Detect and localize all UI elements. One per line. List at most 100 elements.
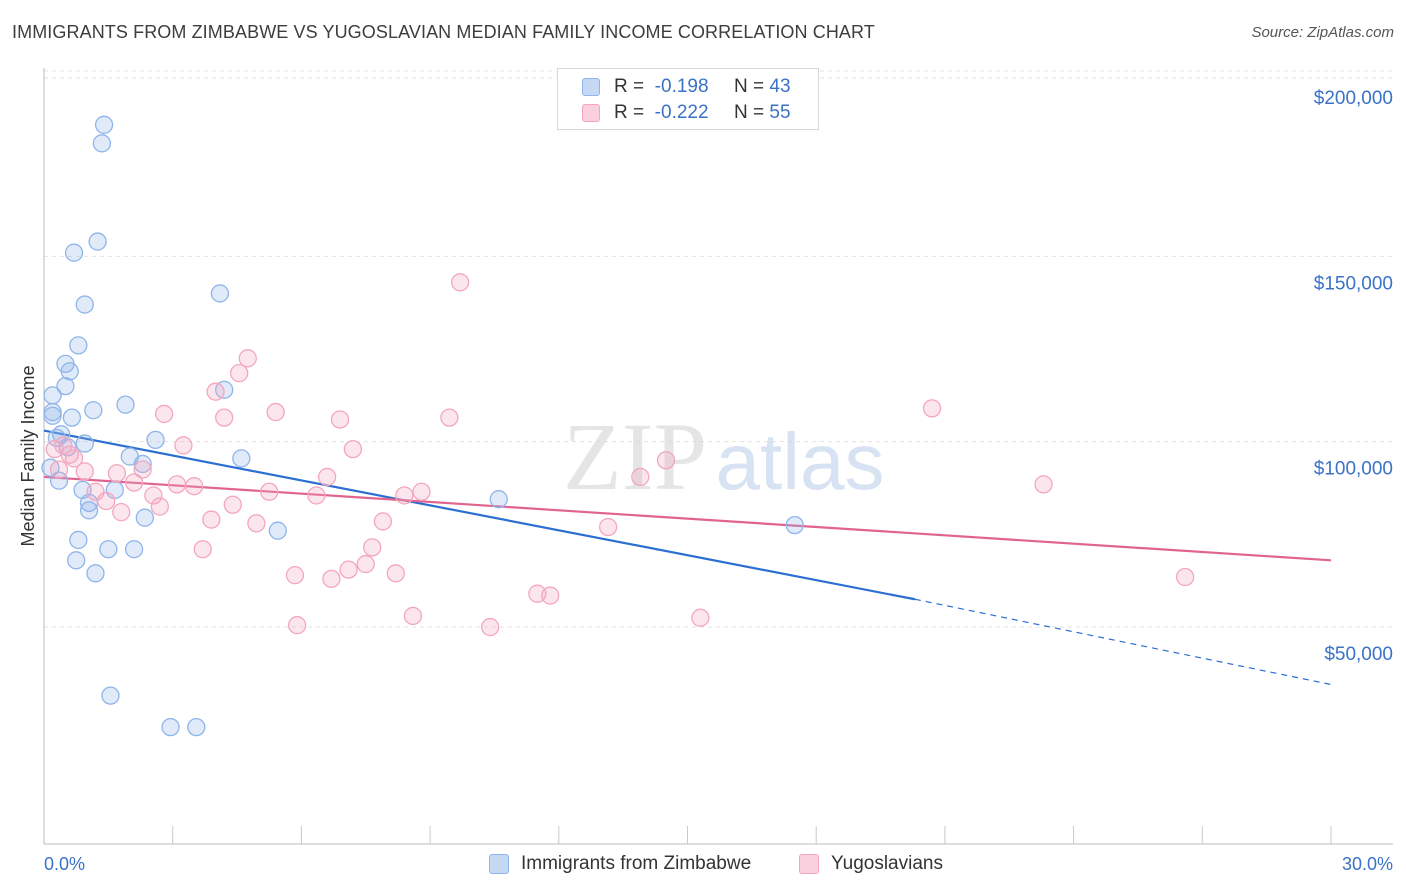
yugoslavian-point [322, 569, 341, 589]
series-legend: Immigrants from Zimbabwe Yugoslavians [0, 852, 1406, 878]
n-label: N = [734, 76, 765, 97]
legend-swatch-yugoslavians [799, 854, 819, 874]
legend-r-yugoslavians: R = -0.222 [614, 102, 709, 124]
yugoslavian-point [440, 408, 459, 427]
yugoslavian-point [238, 349, 257, 368]
n-label: N = [734, 102, 765, 123]
yugoslavian-point [317, 467, 337, 487]
chart-title: IMMIGRANTS FROM ZIMBABWE VS YUGOSLAVIAN … [12, 22, 875, 42]
legend-label-yugoslavians: Yugoslavians [831, 853, 943, 874]
y-tick-label: $100,000 [1314, 459, 1393, 480]
r-label: R = [614, 102, 645, 123]
y-tick-labels: $200,000 $150,000 $100,000 $50,000 [1314, 88, 1393, 665]
r-label: R = [614, 76, 645, 97]
zimbabwe-point [135, 508, 154, 527]
zimbabwe-point [79, 501, 99, 520]
r-value: -0.198 [654, 76, 709, 97]
yugoslavian-point [541, 586, 560, 605]
trend-line-extension-0 [914, 598, 1332, 686]
yugoslavian-point [223, 495, 242, 514]
yugoslavian-point [154, 404, 174, 424]
stats-legend: R = -0.198 N = 43 R = -0.222 N = 55 [557, 68, 819, 130]
data-points [41, 115, 1195, 737]
yugoslavian-point [412, 482, 431, 501]
n-value: 55 [769, 102, 791, 123]
yugoslavian-point [656, 451, 676, 470]
yugoslavian-point [285, 566, 305, 585]
yugoslavian-point [112, 502, 131, 522]
yugoslavian-point [330, 410, 350, 429]
zimbabwe-point [116, 395, 135, 414]
y-tick-label: $200,000 [1314, 88, 1393, 109]
yugoslavian-point [307, 486, 326, 505]
yugoslavian-point [107, 464, 127, 483]
yugoslavian-point [339, 560, 358, 579]
yugoslavian-point [144, 486, 163, 505]
legend-n-yugoslavians: N = 55 [734, 102, 791, 124]
zimbabwe-point [84, 401, 103, 420]
zimbabwe-point [75, 295, 94, 314]
zimbabwe-point [161, 717, 180, 737]
legend-swatch-yugoslavians [582, 104, 600, 122]
yugoslavian-point [97, 491, 116, 511]
zimbabwe-point [187, 717, 206, 737]
trend-line-0 [43, 429, 916, 601]
yugoslavian-point [266, 402, 285, 422]
zimbabwe-point [210, 284, 230, 303]
zimbabwe-point [86, 564, 105, 583]
x-tick-label-max: 30.0% [1342, 854, 1393, 874]
zimbabwe-point [785, 515, 804, 535]
axes [43, 68, 1393, 845]
yugoslavian-point [75, 462, 94, 481]
zimbabwe-point [133, 454, 152, 474]
n-value: 43 [769, 76, 791, 97]
yugoslavian-point [598, 517, 618, 537]
legend-n-zimbabwe: N = 43 [734, 76, 791, 98]
legend-swatch-zimbabwe [582, 78, 600, 96]
zimbabwe-point [56, 376, 75, 396]
yugoslavian-point [1034, 475, 1053, 494]
yugoslavian-point [691, 608, 710, 627]
yugoslavian-point [230, 363, 249, 383]
zimbabwe-point [124, 540, 144, 559]
yugoslavian-point [343, 439, 363, 459]
y-axis-label: Median Family Income [18, 365, 38, 546]
legend-r-zimbabwe: R = -0.198 [614, 76, 709, 98]
yugoslavian-point [395, 486, 414, 505]
x-tick-label-min: 0.0% [44, 854, 85, 874]
zimbabwe-point [268, 521, 287, 540]
yugoslavian-point [202, 510, 221, 529]
yugoslavian-point [260, 482, 279, 501]
yugoslavian-point [133, 460, 152, 479]
zimbabwe-point [43, 386, 62, 405]
yugoslavian-point [631, 467, 650, 487]
zimbabwe-point [62, 408, 82, 427]
yugoslavian-point [287, 616, 307, 635]
yugoslavian-point [150, 497, 169, 516]
zimbabwe-point [88, 232, 107, 251]
yugoslavian-point [49, 460, 69, 479]
r-value: -0.222 [654, 102, 709, 123]
yugoslavian-point [403, 606, 423, 626]
yugoslavian-point [386, 564, 405, 583]
zimbabwe-point [94, 115, 114, 134]
zimbabwe-point [146, 430, 165, 450]
yugoslavian-point [922, 399, 942, 418]
yugoslavian-point [174, 436, 193, 455]
yugoslavian-point [206, 382, 225, 401]
legend-label-zimbabwe: Immigrants from Zimbabwe [521, 853, 752, 874]
yugoslavian-point [124, 473, 144, 492]
yugoslavian-point [356, 554, 375, 574]
zimbabwe-point [489, 490, 508, 509]
zimbabwe-point [75, 434, 94, 453]
y-tick-label: $50,000 [1324, 644, 1393, 665]
yugoslavian-point [247, 514, 266, 533]
yugoslavian-point [184, 477, 204, 496]
yugoslavian-point [167, 475, 187, 494]
yugoslavian-point [64, 449, 84, 468]
zimbabwe-point [232, 449, 251, 468]
yugoslavian-point [363, 538, 382, 557]
yugoslavian-point [373, 512, 393, 531]
yugoslavian-point [1175, 567, 1195, 587]
